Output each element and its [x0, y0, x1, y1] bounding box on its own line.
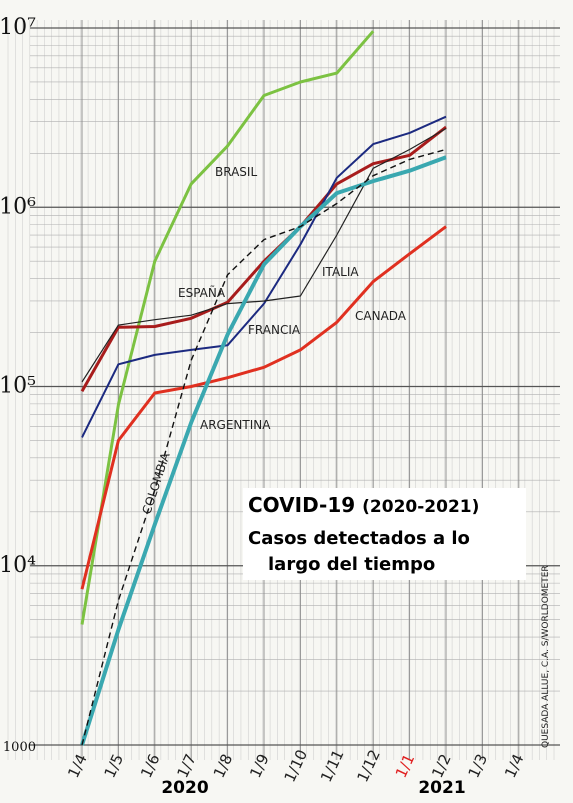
subtitle-line: largo del tiempo — [268, 554, 435, 575]
subtitle-line: Casos detectados a lo — [248, 528, 470, 549]
title-years: (2020-2021) — [362, 497, 479, 517]
source: QUESADA ALLUE, C.A. S/WORLDOMETER — [541, 565, 551, 748]
y-tick-label: 10⁵ — [0, 374, 36, 399]
series-line — [80, 30, 375, 625]
y-tick-label: 10⁴ — [0, 553, 36, 578]
x-group-label: 2020 — [161, 778, 208, 798]
y-tick-label: 10⁶ — [0, 194, 36, 219]
series-line — [80, 155, 447, 746]
chart-title: COVID-19 (2020-2021) — [248, 493, 479, 517]
title: COVID-19 — [248, 493, 355, 517]
lines — [80, 30, 447, 746]
title-box — [243, 488, 526, 580]
series-label: ARGENTINA — [200, 418, 271, 432]
series-label: ITALIA — [322, 265, 359, 279]
series-line — [81, 115, 447, 438]
paper-grid — [7, 20, 560, 760]
series-label: BRASIL — [215, 165, 257, 179]
series-label: FRANCIA — [248, 323, 301, 337]
y-tick-label: 1000 — [3, 740, 36, 755]
series-line — [80, 225, 447, 590]
x-group-label: 2021 — [418, 778, 465, 798]
series-label: ESPAÑA — [178, 285, 226, 300]
series-label: CANADA — [355, 309, 407, 323]
series-line — [81, 127, 447, 383]
series-line — [80, 125, 447, 393]
y-tick-label: 10⁷ — [0, 15, 36, 40]
series-line — [81, 148, 447, 746]
